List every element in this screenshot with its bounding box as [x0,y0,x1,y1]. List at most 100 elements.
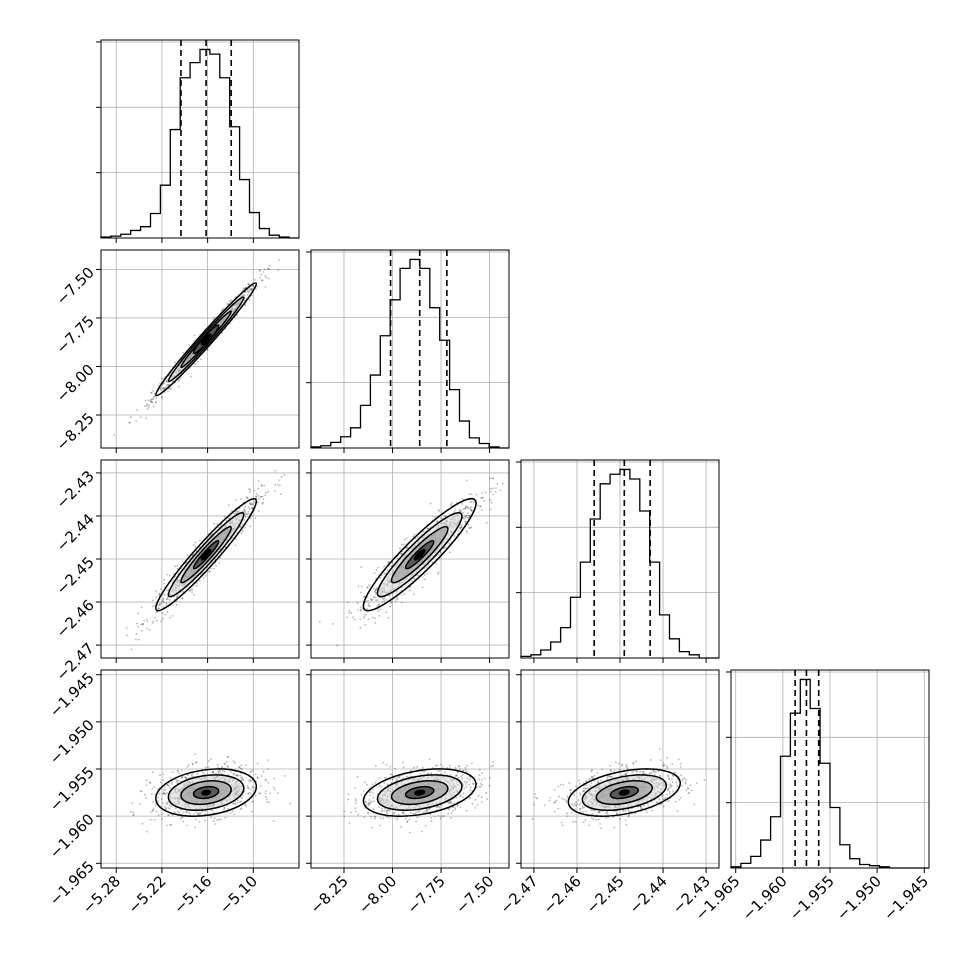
scatter-point [216,763,219,766]
scatter-point [177,811,180,814]
scatter-point [267,781,270,784]
scatter-point [194,545,197,548]
scatter-point [274,469,277,472]
scatter-point [241,510,244,513]
scatter-point [150,401,153,403]
scatter-point [254,794,257,797]
scatter-point [492,493,495,496]
scatter-point [365,600,368,603]
scatter-point [400,553,402,556]
scatter-point [455,796,457,799]
scatter-point [378,777,381,780]
scatter-point [453,802,456,805]
scatter-point [460,775,463,778]
scatter-point [249,788,252,791]
scatter-point [386,810,389,813]
scatter-point [553,801,556,804]
scatter-point [421,586,424,589]
scatter-point [385,809,388,812]
scatter-point [266,267,269,270]
scatter-point [624,809,627,812]
scatter-point [194,363,197,365]
scatter-point [492,760,494,763]
scatter-point [160,620,163,623]
scatter-point [430,817,433,819]
scatter-point [250,288,253,291]
scatter-point [368,802,371,805]
scatter-point [470,500,473,503]
scatter-point [569,792,572,794]
scatter-point [192,544,195,547]
scatter-point [159,382,161,385]
scatter-point [462,796,464,799]
scatter-point [469,777,472,779]
scatter-point [163,387,166,390]
scatter-point [151,809,154,811]
scatter-point [157,607,160,610]
scatter-point [213,567,215,570]
scatter-point [167,390,169,392]
scatter-point [366,586,369,589]
scatter-point [661,795,663,798]
scatter-point [379,576,382,579]
scatter-point [154,616,156,619]
scatter-point [156,619,158,622]
scatter-point [162,386,165,389]
scatter-point [683,777,686,780]
scatter-point [251,801,254,804]
scatter-point [449,801,452,804]
scatter-point [181,560,184,563]
scatter-point [431,766,434,769]
scatter-point [212,771,215,774]
scatter-point [469,501,472,504]
scatter-point [385,611,388,614]
scatter-point [225,760,228,763]
scatter-point [190,588,192,591]
scatter-point [374,590,377,593]
scatter-point [371,792,374,794]
scatter-point [175,603,178,606]
scatter-point [464,507,467,510]
scatter-point [137,638,140,641]
scatter-point [235,499,238,501]
scatter-point [244,803,247,806]
scatter-point [457,765,460,768]
scatter-point [185,810,188,813]
scatter-point [243,509,246,511]
scatter-point [240,807,243,810]
scatter-point [155,596,157,599]
scatter-point [379,608,382,611]
scatter-point [140,630,143,632]
scatter-point [465,506,467,509]
scatter-point [205,766,207,769]
scatter-point [408,818,411,821]
scatter-point [185,777,187,780]
scatter-point [215,564,217,567]
scatter-point [251,503,254,505]
scatter-point [404,817,407,820]
scatter-point [448,802,451,804]
scatter-point [650,809,653,812]
scatter-point [346,616,349,619]
y-tick-label: −7.50 [53,264,98,309]
scatter-point [483,499,486,502]
scatter-point [283,474,286,476]
scatter-point [374,589,377,592]
scatter-point [267,768,269,770]
scatter-point [167,384,170,387]
scatter-point [159,588,162,590]
scatter-point [234,774,237,777]
scatter-point [237,510,240,513]
scatter-point [264,778,267,781]
density-contour [155,282,258,397]
scatter-point [368,605,371,608]
scatter-point [687,792,690,795]
scatter-point [241,768,243,770]
scatter-point [490,765,493,768]
scatter-point [202,577,205,580]
scatter-point [460,524,463,527]
scatter-point [167,807,170,809]
scatter-point [263,484,266,487]
scatter-point [201,810,204,813]
